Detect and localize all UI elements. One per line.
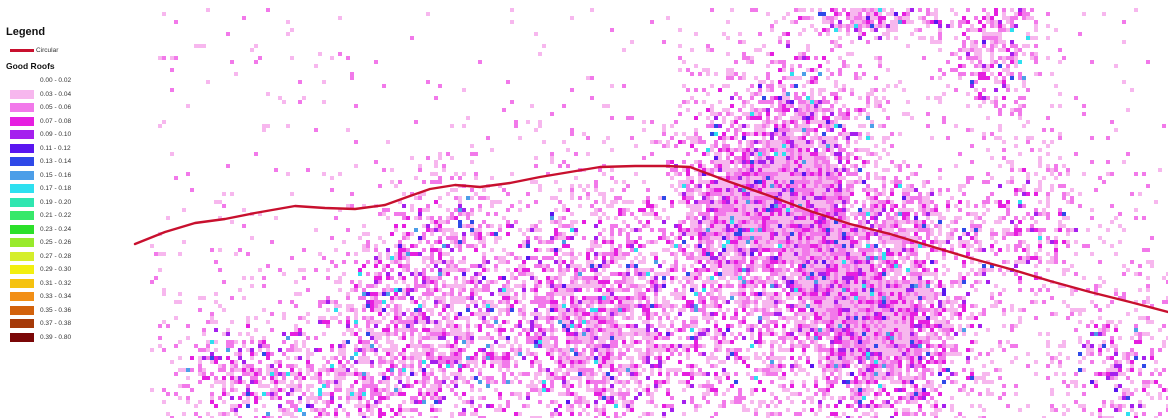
legend-class-swatch — [10, 265, 34, 275]
legend-class-swatch — [10, 143, 34, 153]
legend-class-entry: 0.13 - 0.14 — [10, 155, 146, 169]
map-legend: Legend Circular Good Roofs 0.00 - 0.02 0.… — [6, 26, 146, 344]
legend-class-entry: 0.05 - 0.06 — [10, 101, 146, 115]
legend-class-entry: 0.39 - 0.80 — [10, 331, 146, 345]
legend-line-entry: Circular — [10, 44, 146, 56]
legend-class-label: 0.09 - 0.10 — [40, 131, 72, 139]
legend-class-label: 0.29 - 0.30 — [40, 266, 72, 274]
legend-class-label: 0.15 - 0.16 — [40, 171, 72, 179]
legend-class-label: 0.25 - 0.26 — [40, 239, 72, 247]
legend-class-label: 0.23 - 0.24 — [40, 225, 72, 233]
legend-class-label: 0.39 - 0.80 — [40, 333, 72, 341]
legend-class-swatch — [10, 332, 34, 342]
legend-class-entry: 0.23 - 0.24 — [10, 223, 146, 237]
legend-class-label: 0.37 - 0.38 — [40, 320, 72, 328]
legend-class-list: 0.00 - 0.02 0.03 - 0.04 0.05 - 0.06 0.07 - … — [6, 74, 146, 344]
legend-class-entry: 0.35 - 0.36 — [10, 304, 146, 318]
legend-class-entry: 0.17 - 0.18 — [10, 182, 146, 196]
legend-class-entry: 0.27 - 0.28 — [10, 250, 146, 264]
legend-class-entry: 0.33 - 0.34 — [10, 290, 146, 304]
legend-class-label: 0.07 - 0.08 — [40, 117, 72, 125]
legend-class-swatch — [10, 103, 34, 113]
legend-title: Legend — [6, 26, 46, 38]
legend-class-label: 0.35 - 0.36 — [40, 306, 72, 314]
legend-class-entry: 0.21 - 0.22 — [10, 209, 146, 223]
legend-class-label: 0.21 - 0.22 — [40, 212, 72, 220]
legend-class-swatch — [10, 76, 34, 86]
legend-class-entry: 0.03 - 0.04 — [10, 88, 146, 102]
legend-class-label: 0.31 - 0.32 — [40, 279, 72, 287]
legend-class-label: 0.00 - 0.02 — [40, 77, 72, 85]
legend-class-swatch — [10, 278, 34, 288]
legend-class-label: 0.03 - 0.04 — [40, 90, 72, 98]
legend-class-swatch — [10, 238, 34, 248]
legend-class-label: 0.33 - 0.34 — [40, 293, 72, 301]
legend-class-swatch — [10, 157, 34, 167]
legend-class-label: 0.17 - 0.18 — [40, 185, 72, 193]
legend-class-swatch — [10, 251, 34, 261]
legend-class-swatch — [10, 184, 34, 194]
legend-class-label: 0.27 - 0.28 — [40, 252, 72, 260]
legend-class-swatch — [10, 170, 34, 180]
legend-class-swatch — [10, 211, 34, 221]
legend-raster-title: Good Roofs — [6, 61, 55, 71]
good-roofs-raster-layer — [150, 8, 1168, 418]
legend-line-label: Circular — [36, 46, 59, 54]
legend-class-swatch — [10, 197, 34, 207]
legend-class-entry: 0.09 - 0.10 — [10, 128, 146, 142]
legend-class-entry: 0.15 - 0.16 — [10, 169, 146, 183]
legend-class-label: 0.13 - 0.14 — [40, 158, 72, 166]
legend-class-label: 0.11 - 0.12 — [40, 144, 71, 152]
circular-line-swatch — [10, 48, 34, 52]
legend-class-swatch — [10, 116, 34, 126]
legend-class-entry: 0.29 - 0.30 — [10, 263, 146, 277]
legend-class-swatch — [10, 89, 34, 99]
legend-class-label: 0.05 - 0.06 — [40, 104, 72, 112]
legend-class-entry: 0.19 - 0.20 — [10, 196, 146, 210]
legend-class-entry: 0.25 - 0.26 — [10, 236, 146, 250]
legend-class-label: 0.19 - 0.20 — [40, 198, 72, 206]
legend-class-swatch — [10, 292, 34, 302]
legend-class-entry: 0.00 - 0.02 — [10, 74, 146, 88]
legend-class-entry: 0.37 - 0.38 — [10, 317, 146, 331]
circular-route-line — [133, 164, 1168, 314]
legend-class-swatch — [10, 224, 34, 234]
legend-class-entry: 0.11 - 0.12 — [10, 142, 146, 156]
legend-class-swatch — [10, 319, 34, 329]
legend-class-entry: 0.31 - 0.32 — [10, 277, 146, 291]
legend-class-swatch — [10, 130, 34, 140]
legend-class-swatch — [10, 305, 34, 315]
legend-class-entry: 0.07 - 0.08 — [10, 115, 146, 129]
